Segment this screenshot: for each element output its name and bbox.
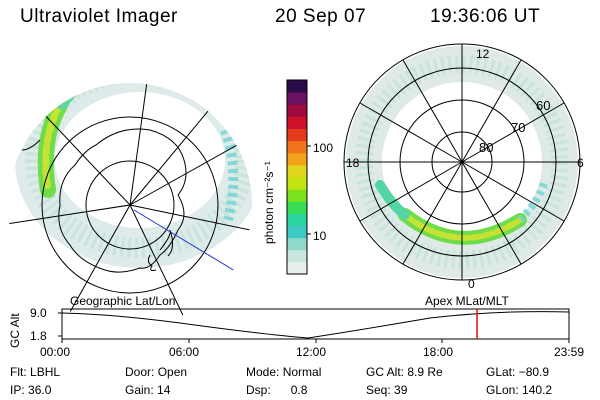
colorbar-segment <box>287 128 307 142</box>
status-dsp: Dsp: 0.8 <box>246 383 308 397</box>
colorbar-segment <box>287 140 307 154</box>
mlat-label-60: 60 <box>536 98 551 113</box>
instrument-title: Ultraviolet Imager <box>20 6 178 27</box>
colorbar-segment <box>287 152 307 166</box>
timeline-xtick-1200: 12:00 <box>296 345 327 359</box>
colorbar-segment <box>287 225 307 239</box>
colorbar-segment <box>287 261 307 275</box>
status-ip: IP: 36.0 <box>10 383 52 397</box>
timeline-xtick-0600: 06:00 <box>169 345 200 359</box>
timeline-ytick-min: 1.8 <box>30 329 47 343</box>
status-flt: Flt: LBHL <box>10 365 61 379</box>
date-label: 20 Sep 07 <box>275 6 367 27</box>
timeline-xtick-0000: 00:00 <box>40 345 71 359</box>
colorbar-segment <box>287 104 307 117</box>
right-mlat-mlt-grid <box>343 43 581 281</box>
colorbar-segment <box>287 213 307 226</box>
status-door: Door: Open <box>125 365 188 379</box>
altitude-timeline <box>58 308 570 343</box>
colorbar-segment <box>287 164 307 178</box>
status-mode: Mode: Normal <box>246 365 322 379</box>
status-gc-alt: GC Alt: 8.9 Re <box>366 365 443 379</box>
status-glat: GLat: −80.9 <box>486 365 550 379</box>
colorbar-unit-label: photon cm⁻²s⁻¹ <box>262 161 276 244</box>
status-gain: Gain: 14 <box>125 383 171 397</box>
left-track-line <box>133 209 251 281</box>
left-auroral-emission <box>15 83 252 268</box>
mlat-label-80: 80 <box>479 140 494 155</box>
timeline-ylabel: GC Alt <box>8 313 22 348</box>
timeline-xtick-1800: 18:00 <box>423 345 454 359</box>
status-seq: Seq: 39 <box>366 383 408 397</box>
colorbar <box>286 79 311 275</box>
left-map-caption: Geographic Lat/Lon <box>70 294 176 308</box>
mlt-label-6: 6 <box>577 156 584 170</box>
altitude-curve <box>61 311 570 339</box>
mlt-label-12: 12 <box>476 47 490 61</box>
colorbar-segment <box>287 249 307 263</box>
colorbar-segment <box>287 177 307 190</box>
right-map-caption: Apex MLat/MLT <box>425 294 509 308</box>
colorbar-segment <box>287 201 307 214</box>
time-label: 19:36:06 UT <box>430 6 541 27</box>
mlt-label-0: 0 <box>468 277 475 291</box>
mlt-label-18: 18 <box>346 156 360 170</box>
colorbar-tick-100: 100 <box>313 141 334 155</box>
status-glon: GLon: 140.2 <box>486 383 553 397</box>
colorbar-segment <box>287 116 307 129</box>
timeline-ytick-max: 9.0 <box>30 306 47 320</box>
mlat-label-70: 70 <box>511 120 526 135</box>
colorbar-segment <box>287 189 307 202</box>
colorbar-frame <box>286 79 308 275</box>
colorbar-segment <box>287 237 307 251</box>
colorbar-segment <box>287 92 307 105</box>
colorbar-tick-10: 10 <box>313 229 327 243</box>
timeline-frame <box>61 308 570 340</box>
timeline-xtick-2359: 23:59 <box>554 345 585 359</box>
colorbar-segment <box>287 80 307 93</box>
